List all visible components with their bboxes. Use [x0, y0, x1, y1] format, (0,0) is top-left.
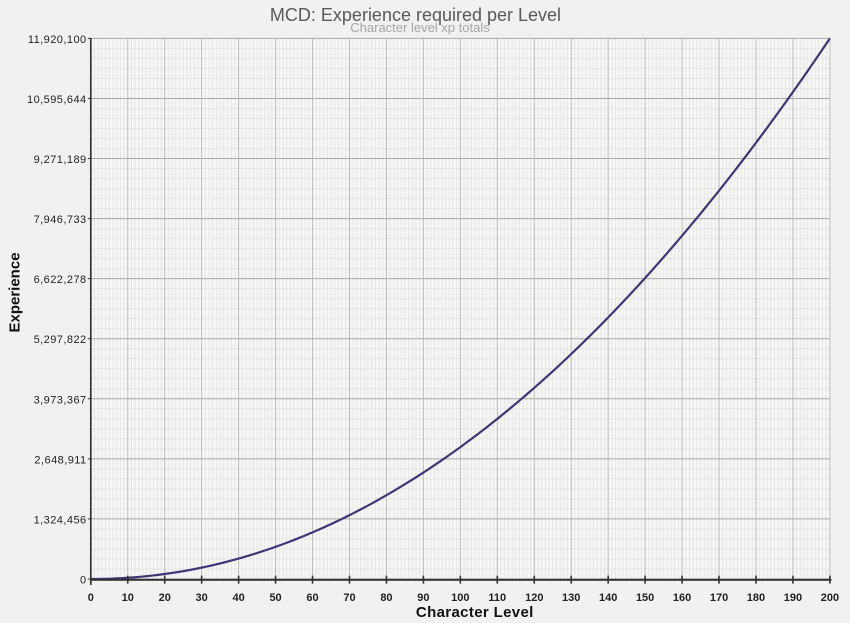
svg-text:6,622,278: 6,622,278: [34, 274, 87, 286]
svg-text:90: 90: [417, 592, 429, 604]
svg-text:150: 150: [636, 592, 654, 604]
svg-text:190: 190: [784, 592, 802, 604]
svg-text:5,297,822: 5,297,822: [34, 334, 87, 346]
svg-text:3,973,367: 3,973,367: [34, 394, 87, 406]
svg-text:120: 120: [525, 592, 543, 604]
svg-text:10: 10: [122, 592, 134, 604]
svg-text:MCD: Experience required per L: MCD: Experience required per Level: [270, 5, 561, 25]
svg-text:170: 170: [710, 592, 728, 604]
svg-text:40: 40: [232, 592, 244, 604]
svg-text:110: 110: [488, 592, 506, 604]
svg-text:70: 70: [343, 592, 355, 604]
svg-text:10,595,644: 10,595,644: [27, 94, 87, 106]
svg-text:Character Level: Character Level: [416, 604, 534, 621]
svg-text:0: 0: [88, 592, 94, 604]
svg-text:50: 50: [269, 592, 281, 604]
svg-text:60: 60: [306, 592, 318, 604]
svg-text:7,946,733: 7,946,733: [34, 214, 87, 226]
svg-text:160: 160: [673, 592, 691, 604]
svg-text:2,648,911: 2,648,911: [34, 454, 86, 466]
svg-text:Experience: Experience: [6, 252, 23, 332]
svg-text:0: 0: [80, 575, 87, 587]
svg-text:100: 100: [451, 592, 469, 604]
svg-text:20: 20: [159, 592, 171, 604]
svg-text:130: 130: [562, 592, 580, 604]
svg-text:180: 180: [747, 592, 765, 604]
svg-text:Character level xp totals: Character level xp totals: [350, 20, 490, 35]
svg-text:140: 140: [599, 592, 617, 604]
svg-text:80: 80: [380, 592, 392, 604]
svg-text:200: 200: [821, 592, 839, 604]
svg-text:11,920,100: 11,920,100: [28, 34, 87, 46]
svg-text:9,271,189: 9,271,189: [34, 154, 87, 166]
svg-text:30: 30: [196, 592, 208, 604]
svg-text:1,324,456: 1,324,456: [34, 514, 87, 526]
